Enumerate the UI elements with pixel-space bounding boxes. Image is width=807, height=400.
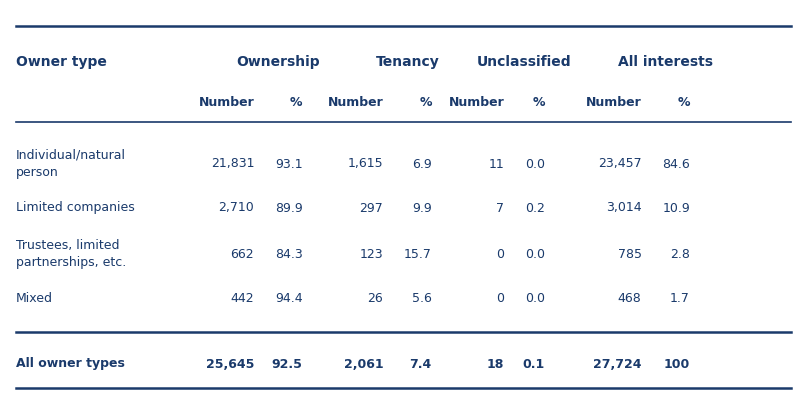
Text: 27,724: 27,724 (593, 358, 642, 370)
Text: 10.9: 10.9 (663, 202, 690, 214)
Text: 123: 123 (360, 248, 383, 260)
Text: %: % (678, 96, 690, 108)
Text: Owner type: Owner type (16, 55, 107, 69)
Text: 100: 100 (663, 358, 690, 370)
Text: 0.2: 0.2 (525, 202, 545, 214)
Text: 89.9: 89.9 (275, 202, 303, 214)
Text: Number: Number (449, 96, 504, 108)
Text: 0.0: 0.0 (525, 248, 545, 260)
Text: 84.6: 84.6 (663, 158, 690, 170)
Text: Ownership: Ownership (236, 55, 320, 69)
Text: 0.0: 0.0 (525, 292, 545, 304)
Text: 3,014: 3,014 (606, 202, 642, 214)
Text: 2.8: 2.8 (670, 248, 690, 260)
Text: 1,615: 1,615 (348, 158, 383, 170)
Text: Mixed: Mixed (16, 292, 53, 304)
Text: Number: Number (586, 96, 642, 108)
Text: Trustees, limited
partnerships, etc.: Trustees, limited partnerships, etc. (16, 239, 127, 269)
Text: 7.4: 7.4 (409, 358, 432, 370)
Text: 25,645: 25,645 (206, 358, 254, 370)
Text: Number: Number (328, 96, 383, 108)
Text: 23,457: 23,457 (598, 158, 642, 170)
Text: 9.9: 9.9 (412, 202, 432, 214)
Text: Tenancy: Tenancy (376, 55, 439, 69)
Text: Unclassified: Unclassified (477, 55, 572, 69)
Text: 2,061: 2,061 (344, 358, 383, 370)
Text: 94.4: 94.4 (275, 292, 303, 304)
Text: 93.1: 93.1 (275, 158, 303, 170)
Text: 18: 18 (487, 358, 504, 370)
Text: 442: 442 (231, 292, 254, 304)
Text: 21,831: 21,831 (211, 158, 254, 170)
Text: 662: 662 (231, 248, 254, 260)
Text: Limited companies: Limited companies (16, 202, 135, 214)
Text: All interests: All interests (618, 55, 713, 69)
Text: 0.0: 0.0 (525, 158, 545, 170)
Text: Individual/natural
person: Individual/natural person (16, 149, 126, 179)
Text: 26: 26 (367, 292, 383, 304)
Text: 2,710: 2,710 (219, 202, 254, 214)
Text: 0.1: 0.1 (522, 358, 545, 370)
Text: 1.7: 1.7 (670, 292, 690, 304)
Text: Number: Number (199, 96, 254, 108)
Text: 468: 468 (618, 292, 642, 304)
Text: All owner types: All owner types (16, 358, 125, 370)
Text: 5.6: 5.6 (412, 292, 432, 304)
Text: 785: 785 (617, 248, 642, 260)
Text: 0: 0 (496, 292, 504, 304)
Text: %: % (533, 96, 545, 108)
Text: 297: 297 (360, 202, 383, 214)
Text: 6.9: 6.9 (412, 158, 432, 170)
Text: 92.5: 92.5 (272, 358, 303, 370)
Text: %: % (420, 96, 432, 108)
Text: 15.7: 15.7 (404, 248, 432, 260)
Text: %: % (291, 96, 303, 108)
Text: 0: 0 (496, 248, 504, 260)
Text: 84.3: 84.3 (275, 248, 303, 260)
Text: 7: 7 (496, 202, 504, 214)
Text: 11: 11 (488, 158, 504, 170)
